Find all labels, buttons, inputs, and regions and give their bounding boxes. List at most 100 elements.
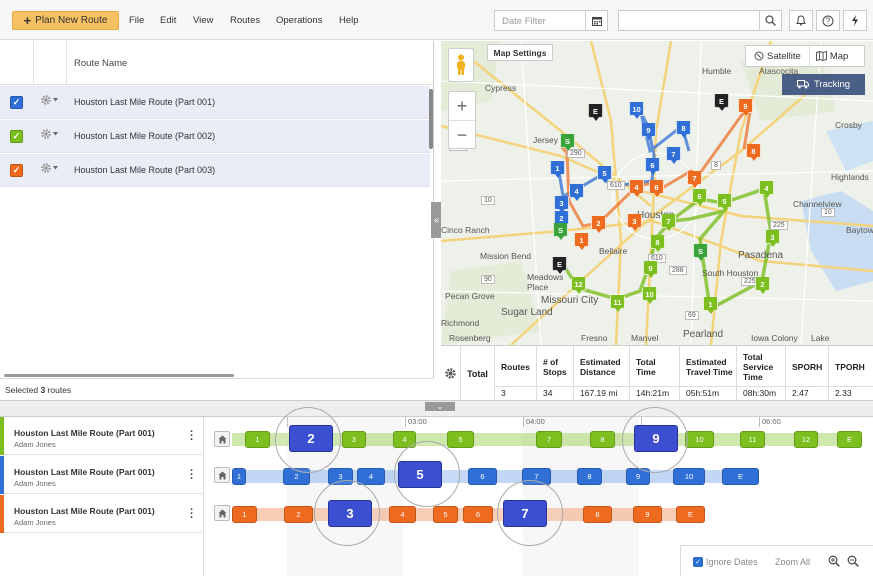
timeline-stop[interactable]: 12 (794, 431, 818, 448)
map-marker-start[interactable]: S (693, 244, 708, 261)
timeline-stop[interactable]: 3 (342, 431, 366, 448)
magnified-stop[interactable]: 2 (289, 425, 333, 452)
menu-operations[interactable]: Operations (276, 15, 323, 26)
map-marker[interactable]: 2 (755, 277, 770, 294)
route-settings-icon[interactable] (40, 128, 58, 140)
timeline-stop[interactable]: 7 (536, 431, 562, 448)
timeline-stop[interactable]: 6 (463, 506, 493, 523)
street-view-pegman-icon[interactable] (448, 48, 474, 82)
zoom-in-icon[interactable] (828, 555, 840, 569)
timeline-stop[interactable]: E (722, 468, 759, 485)
timeline-stop[interactable]: 8 (577, 468, 602, 485)
route-settings-icon[interactable] (40, 94, 58, 106)
lightning-icon[interactable] (843, 10, 867, 31)
satellite-toggle[interactable]: Satellite (746, 46, 810, 66)
map-marker[interactable]: 8 (650, 235, 665, 252)
map-marker-start[interactable]: S (553, 223, 568, 240)
timeline-route[interactable]: Houston Last Mile Route (Part 001) Adam … (0, 495, 204, 533)
timeline-stop[interactable]: 8 (583, 506, 612, 523)
zoom-out-icon[interactable] (847, 555, 859, 569)
map-marker[interactable]: 1 (550, 161, 565, 178)
map-marker[interactable]: 5 (717, 194, 732, 211)
route-row[interactable]: ✓ Houston Last Mile Route (Part 002) (0, 120, 430, 153)
timeline-stop[interactable]: 1 (232, 468, 246, 485)
route-map[interactable]: Cypress Humble Atascocita Jersey Crosby … (441, 41, 873, 345)
map-marker[interactable]: 8 (676, 121, 691, 138)
timeline-route[interactable]: Houston Last Mile Route (Part 001) Adam … (0, 417, 204, 455)
map-marker[interactable]: 1 (574, 233, 589, 250)
timeline-stop[interactable]: 4 (389, 506, 416, 523)
map-marker[interactable]: 9 (643, 261, 658, 278)
timeline-route[interactable]: Houston Last Mile Route (Part 001) Adam … (0, 456, 204, 494)
depot-home-icon[interactable] (214, 505, 230, 521)
map-marker[interactable]: 9 (641, 123, 656, 140)
menu-file[interactable]: File (129, 15, 145, 26)
route-row[interactable]: ✓ Houston Last Mile Route (Part 003) (0, 154, 430, 187)
timeline-stop[interactable]: 9 (633, 506, 662, 523)
map-marker[interactable]: 3 (554, 196, 569, 213)
map-marker[interactable]: 4 (569, 184, 584, 201)
bell-icon[interactable] (789, 10, 813, 31)
map-marker[interactable]: 7 (666, 147, 681, 164)
timeline-stop[interactable]: 11 (740, 431, 765, 448)
timeline-stop[interactable]: 4 (393, 431, 416, 448)
timeline-stop[interactable]: 5 (447, 431, 474, 448)
timeline-stop[interactable]: 4 (357, 468, 385, 485)
timeline-stop[interactable]: 10 (685, 431, 714, 448)
horizontal-scrollbar[interactable] (4, 374, 234, 377)
depot-home-icon[interactable] (214, 467, 230, 483)
menu-help[interactable]: Help (339, 15, 359, 26)
map-marker[interactable]: 3 (765, 230, 780, 247)
help-icon[interactable]: ? (816, 10, 840, 31)
map-marker[interactable]: 6 (645, 158, 660, 175)
route-checkbox[interactable]: ✓ (10, 164, 23, 177)
zoom-out-icon[interactable]: − (456, 125, 468, 145)
magnified-stop[interactable]: 3 (328, 500, 372, 527)
map-marker[interactable]: 4 (759, 181, 774, 198)
map-marker[interactable]: 4 (629, 180, 644, 197)
magnified-stop[interactable]: 7 (503, 500, 547, 527)
map-marker[interactable]: 10 (642, 287, 657, 304)
map-toggle[interactable]: Map (810, 51, 854, 62)
map-marker-start[interactable]: S (560, 134, 575, 151)
collapse-panel-handle[interactable]: « (431, 202, 442, 238)
search-icon[interactable] (759, 11, 781, 30)
more-options-icon[interactable]: · · · (190, 504, 194, 524)
more-options-icon[interactable]: · · · (190, 426, 194, 446)
map-marker-end[interactable]: E (552, 257, 567, 274)
map-marker[interactable]: 7 (687, 171, 702, 188)
map-settings-button[interactable]: Map Settings (487, 44, 553, 61)
route-settings-icon[interactable] (40, 162, 58, 174)
search-input[interactable] (618, 10, 782, 31)
magnified-stop[interactable]: 9 (634, 425, 678, 452)
date-filter-input[interactable]: Date Filter (494, 10, 608, 31)
map-marker[interactable]: 2 (591, 216, 606, 233)
map-marker-end[interactable]: E (588, 104, 603, 121)
timeline-stop[interactable]: 8 (590, 431, 615, 448)
route-checkbox[interactable]: ✓ (10, 96, 23, 109)
map-marker[interactable]: 9 (738, 99, 753, 116)
map-marker[interactable]: 10 (629, 102, 644, 119)
timeline-stop[interactable]: 1 (232, 506, 257, 523)
zoom-in-icon[interactable]: + (449, 92, 475, 121)
calendar-icon[interactable] (585, 11, 607, 30)
ignore-dates-checkbox[interactable]: ✓ (693, 557, 703, 567)
map-marker[interactable]: 12 (571, 277, 586, 294)
plan-new-route-button[interactable]: + Plan New Route (12, 11, 119, 30)
timeline-stop[interactable]: E (676, 506, 705, 523)
timeline-stop[interactable]: 1 (245, 431, 270, 448)
map-marker[interactable]: 6 (692, 189, 707, 206)
route-checkbox[interactable]: ✓ (10, 130, 23, 143)
timeline-stop[interactable]: 10 (673, 468, 705, 485)
panel-divider[interactable]: ⌄ (0, 400, 873, 417)
route-row[interactable]: ✓ Houston Last Mile Route (Part 001) (0, 86, 430, 119)
timeline-stop[interactable]: 6 (468, 468, 497, 485)
map-marker[interactable]: 1 (703, 297, 718, 314)
chevron-down-icon[interactable]: ⌄ (425, 402, 455, 411)
map-marker[interactable]: 8 (746, 144, 761, 161)
map-marker-end[interactable]: E (714, 94, 729, 111)
map-marker[interactable]: 7 (661, 214, 676, 231)
vertical-scrollbar[interactable] (429, 89, 433, 149)
map-marker[interactable]: 11 (610, 295, 625, 312)
depot-home-icon[interactable] (214, 431, 230, 447)
